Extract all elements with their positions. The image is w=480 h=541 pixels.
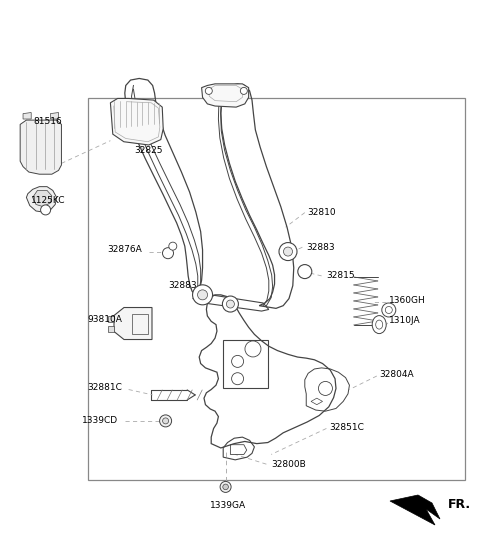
- Text: 32883: 32883: [168, 281, 197, 290]
- Text: FR.: FR.: [448, 498, 471, 511]
- Circle shape: [222, 296, 239, 312]
- Circle shape: [227, 300, 234, 308]
- Polygon shape: [108, 326, 114, 332]
- Circle shape: [198, 290, 207, 300]
- Polygon shape: [114, 307, 152, 340]
- Circle shape: [41, 205, 50, 215]
- Circle shape: [205, 88, 212, 94]
- Circle shape: [284, 247, 292, 256]
- Circle shape: [220, 481, 231, 492]
- Circle shape: [223, 484, 228, 490]
- Text: 32815: 32815: [326, 272, 355, 280]
- Polygon shape: [20, 120, 61, 174]
- Text: 93810A: 93810A: [87, 315, 122, 324]
- Text: 32851C: 32851C: [329, 423, 364, 432]
- Circle shape: [163, 248, 173, 259]
- Text: 32876A: 32876A: [107, 246, 142, 254]
- Polygon shape: [202, 84, 249, 107]
- Text: 32804A: 32804A: [379, 370, 414, 379]
- Circle shape: [245, 341, 261, 357]
- Text: 32881C: 32881C: [87, 383, 122, 392]
- Text: 1310JA: 1310JA: [389, 316, 420, 325]
- Text: 32825: 32825: [134, 146, 163, 155]
- Circle shape: [279, 242, 297, 261]
- Circle shape: [382, 303, 396, 317]
- Polygon shape: [26, 187, 57, 212]
- Text: 32810: 32810: [307, 208, 336, 217]
- Circle shape: [169, 242, 177, 250]
- Bar: [88, 98, 465, 480]
- Polygon shape: [33, 190, 52, 207]
- Circle shape: [163, 418, 168, 424]
- Text: 1360GH: 1360GH: [389, 296, 426, 305]
- Circle shape: [240, 88, 247, 94]
- Circle shape: [231, 355, 244, 367]
- Circle shape: [159, 415, 172, 427]
- Polygon shape: [108, 315, 114, 321]
- Text: 32800B: 32800B: [271, 460, 306, 469]
- Text: 1339CD: 1339CD: [82, 417, 118, 425]
- Circle shape: [231, 373, 244, 385]
- Text: 1339GA: 1339GA: [210, 502, 246, 510]
- Polygon shape: [50, 113, 59, 119]
- Polygon shape: [390, 495, 440, 525]
- Polygon shape: [23, 113, 31, 119]
- Circle shape: [298, 265, 312, 279]
- Text: 1125KC: 1125KC: [31, 196, 65, 204]
- Ellipse shape: [372, 315, 386, 334]
- Text: 81516: 81516: [34, 117, 62, 126]
- Text: 32883: 32883: [306, 243, 335, 252]
- Circle shape: [192, 285, 213, 305]
- Polygon shape: [110, 98, 163, 145]
